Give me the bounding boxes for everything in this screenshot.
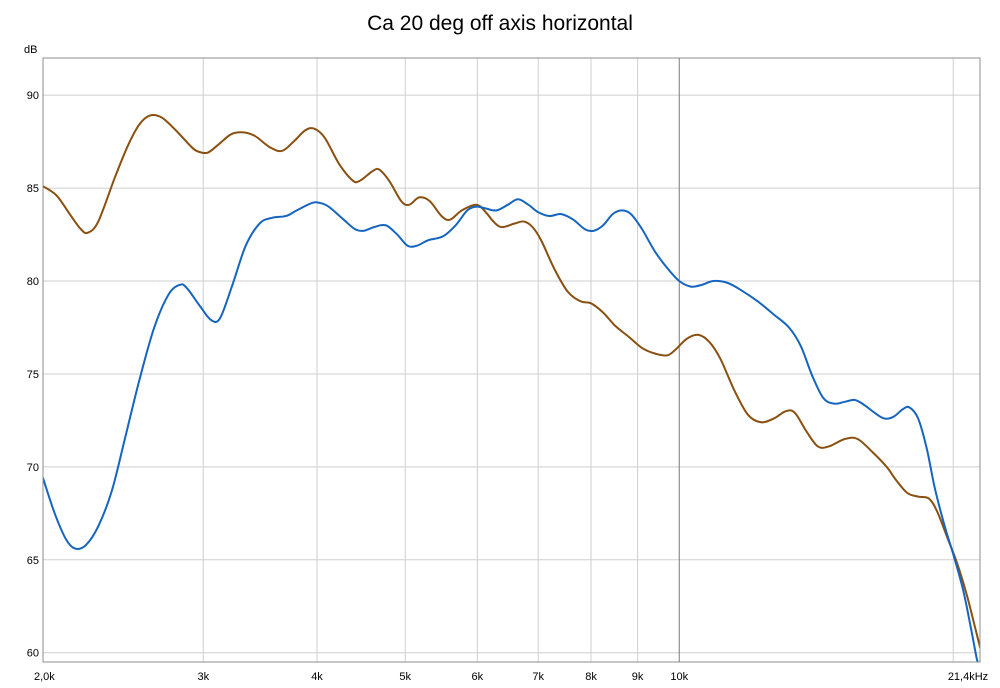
y-tick-label: 70 xyxy=(27,462,39,474)
grid-lines xyxy=(43,58,980,662)
y-tick-label: 60 xyxy=(27,648,39,660)
x-tick-label: 3k xyxy=(197,671,209,683)
x-tick-label: 21,4kHz xyxy=(948,671,988,683)
y-axis-unit-label: dB xyxy=(24,44,37,56)
y-tick-label: 90 xyxy=(27,90,39,102)
series-lines xyxy=(43,113,980,662)
y-tick-label: 65 xyxy=(27,555,39,567)
x-tick-label: 7k xyxy=(532,671,544,683)
plot-area xyxy=(43,58,980,662)
chart-title: Ca 20 deg off axis horizontal xyxy=(367,12,633,35)
series-line-2 xyxy=(43,198,979,662)
plot-frame xyxy=(42,57,981,663)
x-tick-label: 5k xyxy=(399,671,411,683)
x-tick-label: 9k xyxy=(632,671,644,683)
x-tick-label: 8k xyxy=(585,671,597,683)
x-tick-label: 2,0k xyxy=(34,671,55,683)
x-tick-label: 4k xyxy=(311,671,323,683)
y-tick-label: 75 xyxy=(27,369,39,381)
y-tick-label: 85 xyxy=(27,183,39,195)
y-tick-label: 80 xyxy=(27,276,39,288)
x-tick-label: 6k xyxy=(471,671,483,683)
series-line-1 xyxy=(43,113,980,649)
y-axis-ticks: 60 65 70 75 80 85 90 xyxy=(27,90,39,660)
x-axis-ticks: 2,0k 3k 4k 5k 6k 7k 8k 9k 10k 21,4kHz xyxy=(34,671,988,683)
x-tick-label: 10k xyxy=(670,671,688,683)
